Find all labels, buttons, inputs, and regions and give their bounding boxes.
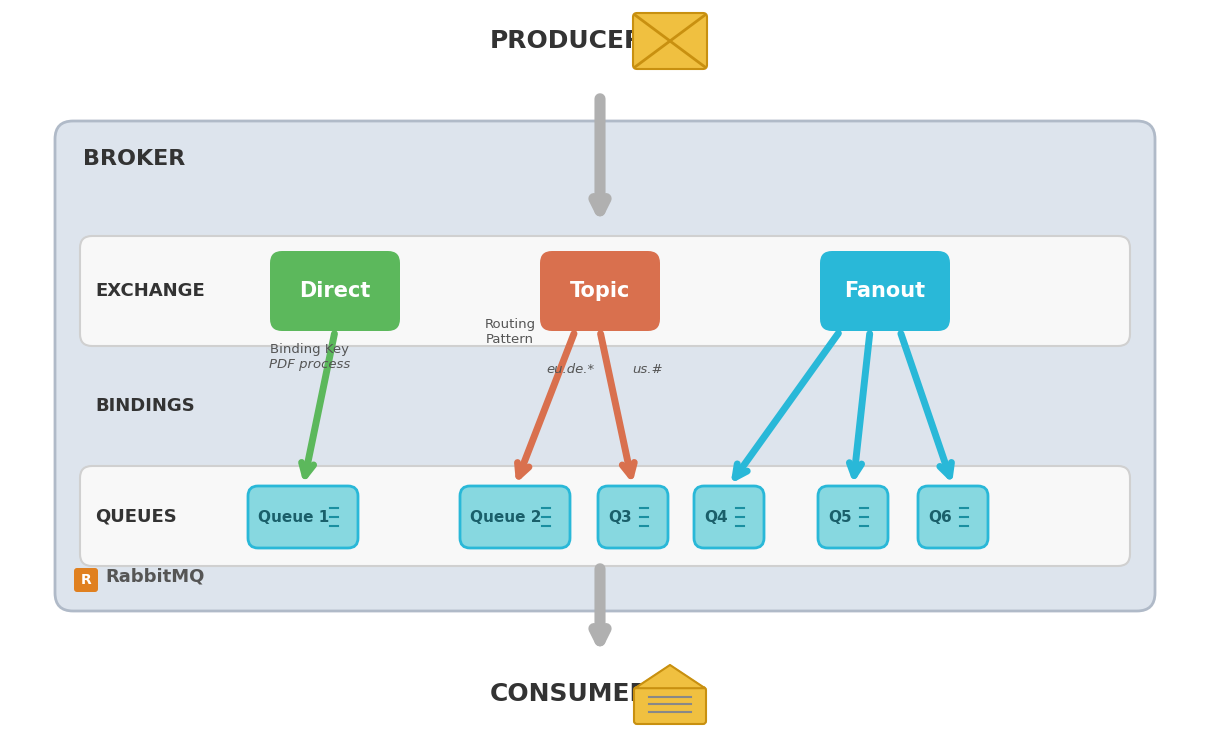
Text: Q5: Q5	[829, 509, 851, 525]
FancyBboxPatch shape	[270, 251, 400, 331]
Text: Topic: Topic	[569, 281, 631, 301]
FancyBboxPatch shape	[74, 568, 98, 592]
Text: Queue 2: Queue 2	[470, 509, 541, 525]
Polygon shape	[636, 665, 706, 688]
Text: R: R	[81, 573, 92, 587]
FancyBboxPatch shape	[820, 251, 950, 331]
FancyBboxPatch shape	[598, 486, 668, 548]
Text: Direct: Direct	[299, 281, 370, 301]
FancyBboxPatch shape	[540, 251, 660, 331]
FancyBboxPatch shape	[818, 486, 888, 548]
Text: BINDINGS: BINDINGS	[95, 397, 194, 415]
Text: CONSUMER: CONSUMER	[490, 682, 650, 706]
Text: eu.de.*: eu.de.*	[546, 363, 595, 376]
Text: PRODUCER: PRODUCER	[490, 29, 644, 53]
Text: Queue 1: Queue 1	[258, 509, 329, 525]
Text: BROKER: BROKER	[83, 149, 186, 169]
Text: QUEUES: QUEUES	[95, 507, 177, 525]
Text: PDF process: PDF process	[269, 358, 351, 371]
Text: Binding Key: Binding Key	[270, 343, 350, 356]
Text: us.#: us.#	[633, 363, 663, 376]
FancyBboxPatch shape	[55, 121, 1155, 611]
FancyBboxPatch shape	[80, 466, 1130, 566]
Text: Q4: Q4	[704, 509, 727, 525]
Text: Fanout: Fanout	[844, 281, 925, 301]
FancyBboxPatch shape	[634, 687, 706, 724]
FancyBboxPatch shape	[633, 13, 707, 69]
FancyBboxPatch shape	[80, 236, 1130, 346]
FancyBboxPatch shape	[918, 486, 988, 548]
Text: Q6: Q6	[927, 509, 952, 525]
FancyBboxPatch shape	[459, 486, 570, 548]
Text: Q3: Q3	[608, 509, 632, 525]
Text: Routing
Pattern: Routing Pattern	[485, 318, 535, 346]
Text: EXCHANGE: EXCHANGE	[95, 282, 205, 300]
FancyBboxPatch shape	[693, 486, 763, 548]
FancyBboxPatch shape	[248, 486, 358, 548]
Text: RabbitMQ: RabbitMQ	[105, 567, 204, 585]
